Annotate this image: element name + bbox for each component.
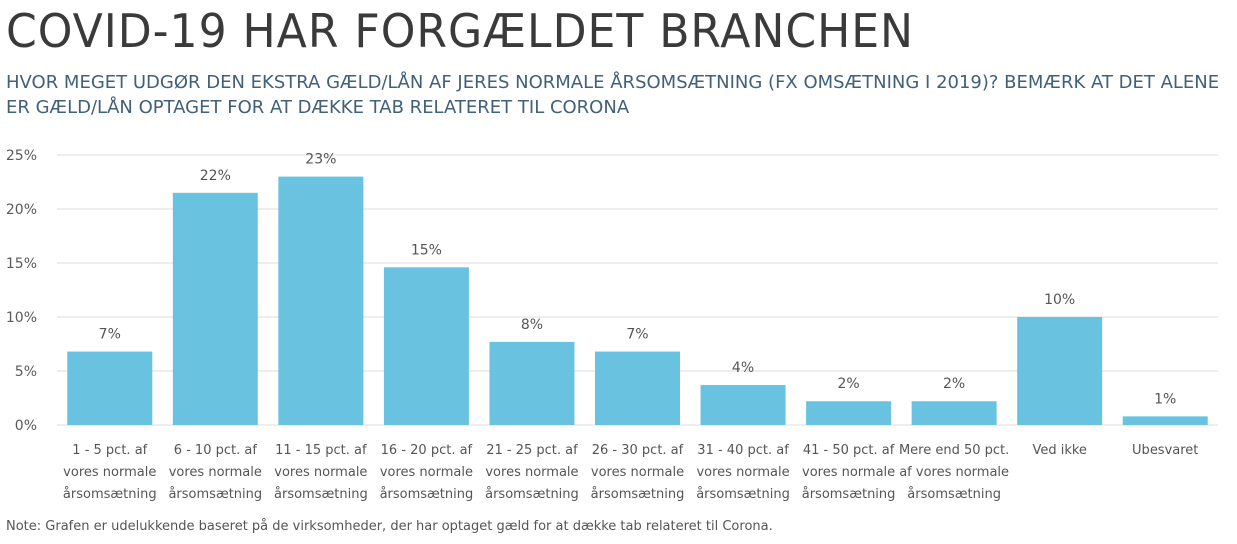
x-category-label-line: 6 - 10 pct. af xyxy=(174,443,258,458)
x-category-label-line: vores normale xyxy=(696,465,789,480)
chart-title: COVID-19 HAR FORGÆLDET BRANCHEN xyxy=(6,4,914,58)
y-tick-label: 15% xyxy=(6,256,37,272)
bar xyxy=(489,341,575,425)
data-label: 22% xyxy=(200,168,231,184)
x-category-label-line: af vores normale xyxy=(899,465,1009,480)
x-category-label-line: 1 - 5 pct. af xyxy=(72,443,147,458)
bar xyxy=(595,351,680,425)
x-category-label-line: vores normale xyxy=(169,465,262,480)
chart-subtitle: HVOR MEGET UDGØR DEN EKSTRA GÆLD/LÅN AF … xyxy=(6,72,1220,118)
footnote: Note: Grafen er udelukkende baseret på d… xyxy=(6,519,773,534)
x-category-label-line: årsomsætning xyxy=(907,487,1001,502)
bar xyxy=(700,385,786,425)
x-category-label-line: vores normale xyxy=(591,465,684,480)
data-label: 8% xyxy=(521,317,543,333)
y-tick-label: 25% xyxy=(6,148,37,164)
x-category-label-line: vores normale xyxy=(63,465,156,480)
data-label: 7% xyxy=(99,327,121,343)
data-label: 10% xyxy=(1044,292,1075,308)
bar xyxy=(67,351,153,425)
bar-chart: 0% 5% 10% 15% 20% 25% 7% 1 - 5 pct. af vores nor… xyxy=(6,148,1218,502)
data-label: 15% xyxy=(411,242,442,258)
x-category-label-line: årsomsætning xyxy=(168,487,262,502)
x-category-label: 41 - 50 pct. af vores normale årsomsætning xyxy=(802,443,896,502)
data-label: 7% xyxy=(626,327,648,343)
x-category-label-line: 31 - 40 pct. af xyxy=(697,443,789,458)
x-category-label-line: årsomsætning xyxy=(63,487,157,502)
x-category-label-line: vores normale xyxy=(485,465,578,480)
y-tick-label: 10% xyxy=(6,310,37,326)
bar xyxy=(383,267,469,425)
x-category-label-line: årsomsætning xyxy=(802,487,896,502)
data-label: 23% xyxy=(305,152,336,168)
x-category-label-line: årsomsætning xyxy=(591,487,685,502)
x-category-label: Ved ikke xyxy=(1032,443,1086,458)
bar xyxy=(278,176,364,425)
data-label: 2% xyxy=(837,376,859,392)
x-category-label-line: årsomsætning xyxy=(696,487,790,502)
data-label: 4% xyxy=(732,360,754,376)
x-category-label-line: årsomsætning xyxy=(485,487,579,502)
x-category-label-line: Ved ikke xyxy=(1032,443,1086,458)
x-category-label: 1 - 5 pct. af vores normale årsomsætning xyxy=(63,443,157,502)
y-tick-label: 0% xyxy=(15,418,37,434)
x-category-label-line: Mere end 50 pct. xyxy=(899,443,1009,458)
x-category-label: Ubesvaret xyxy=(1132,443,1198,458)
bar xyxy=(172,192,258,425)
x-category-label-line: vores normale xyxy=(802,465,895,480)
x-category-label-line: 41 - 50 pct. af xyxy=(803,443,895,458)
bar xyxy=(806,401,892,425)
y-tick-label: 20% xyxy=(6,202,37,218)
data-label: 1% xyxy=(1154,391,1176,407)
x-category-label-line: 11 - 15 pct. af xyxy=(275,443,367,458)
x-category-label: 6 - 10 pct. af vores normale årsomsætning xyxy=(168,443,262,502)
data-label: 2% xyxy=(943,376,965,392)
x-category-label-line: 16 - 20 pct. af xyxy=(381,443,473,458)
x-category-label-line: Ubesvaret xyxy=(1132,443,1198,458)
x-category-label-line: vores normale xyxy=(274,465,367,480)
x-category-label-line: 26 - 30 pct. af xyxy=(592,443,684,458)
bar xyxy=(911,401,997,425)
x-category-label-line: årsomsætning xyxy=(380,487,474,502)
y-tick-label: 5% xyxy=(15,364,37,380)
x-category-label-line: årsomsætning xyxy=(274,487,368,502)
x-category-label: 16 - 20 pct. af vores normale årsomsætning xyxy=(380,443,474,502)
x-category-label-line: vores normale xyxy=(380,465,473,480)
x-category-label-line: 21 - 25 pct. af xyxy=(486,443,578,458)
bar xyxy=(1017,317,1103,425)
x-category-label: 26 - 30 pct. af vores normale årsomsætning xyxy=(591,443,685,502)
x-category-label: 21 - 25 pct. af vores normale årsomsætning xyxy=(485,443,579,502)
x-category-label: 11 - 15 pct. af vores normale årsomsætning xyxy=(274,443,368,502)
bar xyxy=(1122,416,1208,425)
x-category-label: 31 - 40 pct. af vores normale årsomsætning xyxy=(696,443,790,502)
x-category-label: Mere end 50 pct. af vores normale årsomsæt… xyxy=(899,443,1009,502)
